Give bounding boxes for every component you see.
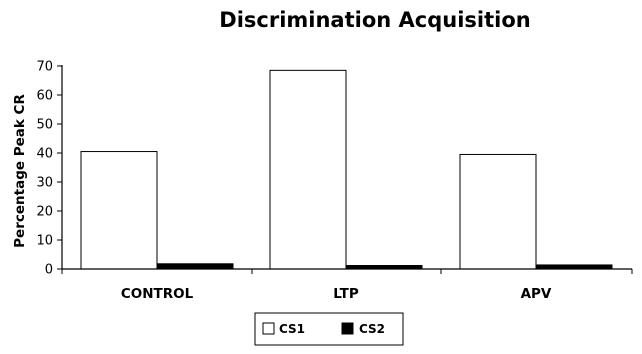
bar-cs2-apv: [535, 264, 613, 270]
y-tick-label: 40: [36, 147, 53, 162]
axes: [61, 65, 632, 270]
bar-cs1-control: [80, 151, 158, 270]
x-axis-ticks: CONTROL LTP APV: [61, 269, 633, 302]
y-axis-ticks: 0 10 20 30 40 50 60 70: [36, 60, 62, 278]
chart-title: Discrimination Acquisition: [219, 8, 530, 32]
x-tick-label: APV: [521, 286, 552, 302]
y-tick-label: 50: [36, 118, 53, 133]
legend-box: [254, 312, 404, 346]
bar-cs1-ltp: [269, 69, 347, 270]
bar-cs2-control: [156, 263, 234, 270]
x-tick-label: CONTROL: [121, 286, 194, 302]
x-tick-label: LTP: [333, 286, 359, 302]
y-tick-label: 60: [36, 89, 53, 104]
bars: [80, 69, 613, 270]
y-tick-label: 10: [36, 234, 53, 249]
legend-swatch-cs2: [341, 322, 354, 335]
y-axis-label: Percentage Peak CR: [12, 94, 28, 248]
y-tick-label: 20: [36, 205, 53, 220]
y-tick-label: 70: [36, 60, 53, 75]
legend: CS1 CS2: [254, 312, 404, 346]
y-tick-label: 0: [45, 263, 53, 278]
legend-label-cs1: CS1: [279, 322, 305, 336]
legend-label-cs2: CS2: [359, 322, 385, 336]
bar-cs1-apv: [459, 153, 537, 270]
y-tick-label: 30: [36, 176, 53, 191]
legend-swatch-cs1: [262, 322, 275, 335]
